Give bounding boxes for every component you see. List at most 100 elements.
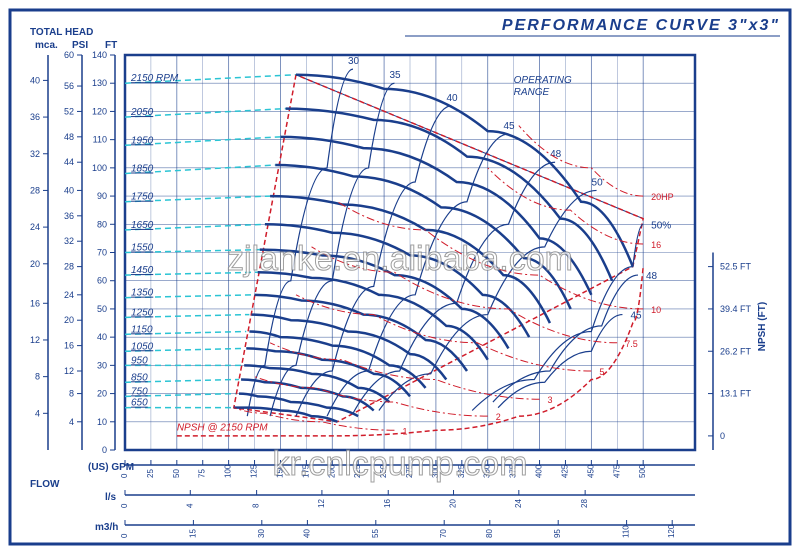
svg-text:8: 8 [252, 503, 261, 508]
efficiency-label: 45 [503, 121, 515, 132]
svg-text:50: 50 [172, 469, 181, 478]
rpm-label: 1950 [131, 135, 154, 146]
svg-text:36: 36 [64, 211, 74, 221]
svg-text:0: 0 [120, 473, 129, 478]
npsh-axis-label: NPSH (FT) [757, 302, 768, 351]
rpm-label: 1150 [131, 324, 153, 335]
npsh-tick: 13.1 FT [720, 389, 752, 399]
svg-text:mca.: mca. [35, 40, 58, 51]
svg-text:80: 80 [97, 219, 107, 229]
rpm-label: 950 [131, 355, 148, 366]
svg-text:20: 20 [64, 315, 74, 325]
efficiency-label: 50 [592, 177, 604, 188]
rpm-label: 650 [131, 398, 148, 409]
rpm-label: 2050 [130, 107, 154, 118]
operating-range-label: OPERATING [514, 75, 572, 86]
hp-label: 16 [651, 240, 661, 250]
svg-text:32: 32 [64, 236, 74, 246]
hp-label: 5 [599, 367, 604, 377]
flow-label: FLOW [30, 479, 60, 490]
svg-text:450: 450 [586, 464, 595, 478]
svg-text:140: 140 [92, 50, 107, 60]
svg-text:500: 500 [638, 464, 647, 478]
svg-text:100: 100 [224, 464, 233, 478]
svg-text:20: 20 [30, 259, 40, 269]
svg-text:40: 40 [64, 185, 74, 195]
svg-text:40: 40 [302, 529, 311, 538]
svg-text:125: 125 [250, 464, 259, 478]
svg-text:400: 400 [535, 464, 544, 478]
rpm-label: 750 [131, 386, 148, 397]
svg-text:36: 36 [30, 112, 40, 122]
rpm-label: 1650 [131, 220, 154, 231]
svg-text:75: 75 [198, 469, 207, 478]
svg-text:30: 30 [257, 529, 266, 538]
head-curve [296, 75, 633, 267]
svg-text:90: 90 [97, 191, 107, 201]
watermark: kr.cnlcpump.com [272, 445, 527, 483]
svg-text:50: 50 [97, 304, 107, 314]
efficiency-label: 30 [348, 56, 360, 67]
rpm-label: 1450 [131, 265, 154, 276]
rpm-label: 2150 RPM [130, 73, 179, 84]
svg-text:28: 28 [30, 185, 40, 195]
svg-text:l/s: l/s [105, 492, 117, 503]
svg-text:110: 110 [93, 135, 107, 145]
watermark: zjlanke.en.alibaba.com [227, 240, 573, 278]
npsh-label: NPSH @ 2150 RPM [177, 422, 268, 433]
svg-text:60: 60 [64, 50, 74, 60]
svg-text:48: 48 [64, 132, 74, 142]
operating-range-label: RANGE [514, 87, 550, 98]
rpm-label: 1850 [131, 164, 154, 175]
svg-text:24: 24 [514, 499, 523, 508]
svg-text:12: 12 [30, 335, 40, 345]
efficiency-curve [353, 162, 555, 413]
hp-label: 10 [651, 305, 661, 315]
svg-text:12: 12 [64, 366, 74, 376]
hp-label: 2 [496, 412, 501, 422]
npsh-tick: 52.5 FT [720, 262, 752, 272]
svg-text:8: 8 [35, 372, 40, 382]
svg-text:120: 120 [667, 524, 676, 538]
svg-text:44: 44 [64, 157, 74, 167]
efficiency-label: 50% [651, 220, 671, 231]
rpm-label: 1750 [131, 192, 154, 203]
rpm-label: 1250 [131, 307, 154, 318]
performance-curve-chart: PERFORMANCE CURVE 3"x3" TOTAL HEAD mca. PSI… [0, 0, 800, 554]
rpm-label: 850 [131, 372, 148, 383]
svg-text:25: 25 [146, 469, 155, 478]
npsh-tick: 39.4 FT [720, 304, 752, 314]
svg-text:8: 8 [69, 389, 74, 399]
chart-container: PERFORMANCE CURVE 3"x3" TOTAL HEAD mca. PSI… [0, 0, 800, 554]
svg-text:425: 425 [560, 464, 569, 478]
svg-text:16: 16 [64, 341, 74, 351]
rpm-label: 1550 [131, 243, 154, 254]
svg-text:110: 110 [622, 525, 631, 538]
total-head-label: TOTAL HEAD [30, 27, 93, 38]
svg-text:PSI: PSI [72, 40, 88, 51]
svg-text:24: 24 [30, 222, 40, 232]
rpm-label: 1350 [131, 288, 154, 299]
svg-text:12: 12 [317, 499, 326, 508]
npsh-tick: 0 [720, 431, 725, 441]
hp-curve [519, 126, 643, 197]
svg-text:20: 20 [449, 499, 458, 508]
svg-text:0: 0 [120, 503, 129, 508]
efficiency-label: 35 [389, 70, 401, 81]
svg-text:32: 32 [30, 149, 40, 159]
efficiency-label: 48 [646, 271, 658, 282]
svg-text:0: 0 [120, 533, 129, 538]
svg-text:40: 40 [97, 332, 107, 342]
svg-text:40: 40 [30, 75, 40, 85]
chart-title: PERFORMANCE CURVE 3"x3" [502, 17, 780, 34]
npsh-tick: 26.2 FT [720, 346, 752, 356]
efficiency-label: 40 [446, 93, 458, 104]
svg-text:28: 28 [64, 262, 74, 272]
svg-text:4: 4 [185, 503, 194, 508]
svg-text:4: 4 [35, 408, 40, 418]
hp-label: 7.5 [625, 339, 638, 349]
svg-text:24: 24 [64, 290, 74, 300]
svg-text:130: 130 [92, 78, 107, 88]
svg-text:475: 475 [612, 464, 621, 478]
rpm-label: 1050 [131, 341, 154, 352]
